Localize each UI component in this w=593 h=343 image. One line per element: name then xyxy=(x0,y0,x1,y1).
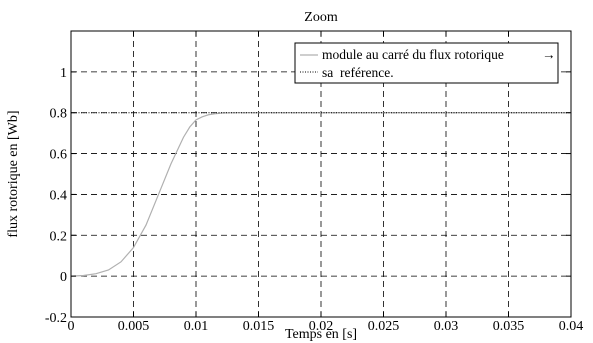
y-tick-label: 0.8 xyxy=(50,107,68,122)
axis-ticks: 0 0.005 0.01 0.015 0.02 0.025 0.03 0.035 0.04 -0.… xyxy=(45,31,583,334)
x-tick-label: 0.03 xyxy=(434,319,459,334)
y-tick-label: 1 xyxy=(60,66,67,81)
y-axis-label: flux rotorique en [Wb] xyxy=(6,110,21,237)
x-tick-label: 0 xyxy=(68,319,75,334)
y-tick-label: -0.2 xyxy=(45,311,67,326)
x-axis-label: Temps en [s] xyxy=(285,327,357,342)
legend-arrow-icon: → xyxy=(542,47,556,62)
x-tick-label: 0.01 xyxy=(184,319,209,334)
chart-title: Zoom xyxy=(304,10,338,25)
y-tick-label: 0 xyxy=(60,270,67,285)
x-tick-label: 0.005 xyxy=(118,319,150,334)
legend-entry-module: module au carré du flux rotorique xyxy=(322,47,504,62)
y-tick-label: 0.2 xyxy=(50,229,68,244)
x-tick-label: 0.04 xyxy=(559,319,584,334)
x-tick-label: 0.02 xyxy=(309,319,334,334)
y-tick-label: 0.4 xyxy=(50,188,68,203)
legend-entry-reference: sa reférence. xyxy=(322,65,394,80)
y-tick-label: 0.6 xyxy=(50,148,68,163)
legend-box xyxy=(294,42,559,84)
x-tick-label: 0.015 xyxy=(243,319,275,334)
x-tick-label: 0.035 xyxy=(493,319,525,334)
x-tick-label: 0.025 xyxy=(368,319,400,334)
series-layer xyxy=(70,112,571,277)
legend: module au carré du flux rotorique → sa r… xyxy=(294,42,559,84)
